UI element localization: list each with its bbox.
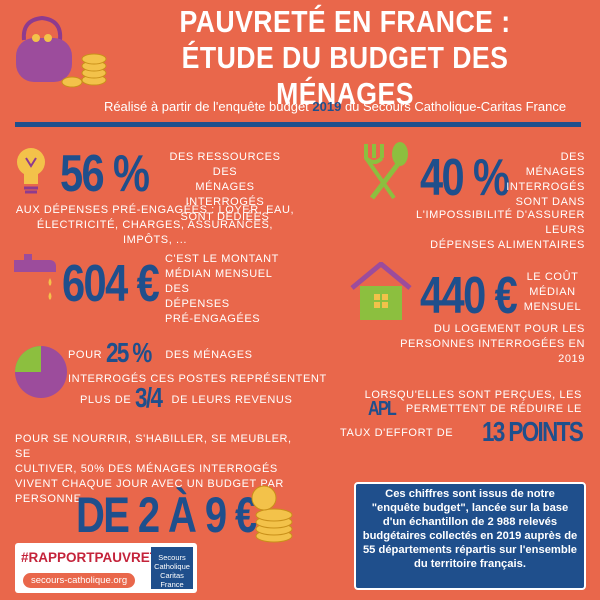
stat-text: C'EST LE MONTANT MÉDIAN MENSUEL DES DÉPENS…	[165, 252, 295, 327]
stat-figure: 56 %	[60, 145, 150, 203]
text-line: MENSUEL	[523, 301, 582, 313]
footer: #RAPPORTPAUVRETÉ secours-catholique.org …	[15, 543, 197, 593]
stat-figure: 3/4	[134, 382, 163, 413]
stat-text: POUR	[68, 349, 103, 361]
stat-text: INTERROGÉS CES POSTES REPRÉSENTENT	[68, 373, 327, 385]
subtitle-text: du Secours Catholique-Caritas France	[341, 99, 567, 114]
text-line: VIVENT CHAQUE JOUR AVEC UN BUDGET PAR	[15, 478, 284, 490]
stat-text: PLUS DE	[80, 394, 132, 406]
text-line: CULTIVER, 50% DES MÉNAGES INTERROGÉS	[15, 463, 278, 475]
text-line: C'EST LE MONTANT	[165, 253, 279, 265]
title-line: ÉTUDE DU BUDGET DES MÉNAGES	[181, 40, 509, 111]
purse-icon	[16, 15, 107, 88]
text-line: MÉDIAN MENSUEL DES	[165, 268, 273, 295]
faucet-icon	[14, 254, 56, 300]
text-line: DÉPENSES ALIMENTAIRES	[430, 239, 585, 251]
text-line: ÉLECTRICITÉ, CHARGES, ASSURANCES, IMPÔTS…	[36, 219, 274, 246]
divider	[15, 122, 581, 127]
stat-line: TAUX D'EFFORT DE 13 POINTS	[330, 416, 584, 447]
stat-figure: 40 %	[420, 149, 510, 207]
stat-text: PERMETTENT DE RÉDUIRE LE	[405, 403, 582, 415]
text-line: INTERROGÉS	[506, 181, 585, 193]
stat-text: L'IMPOSSIBILITÉ D'ASSURER LEURS DÉPENSES …	[380, 208, 585, 253]
stat-text: TAUX D'EFFORT DE	[340, 427, 454, 439]
text-line: DU LOGEMENT POUR LES	[433, 323, 585, 335]
text-line: DÉPENSES	[165, 298, 230, 310]
text-line: PERSONNES INTERROGÉES EN 2019	[400, 338, 585, 365]
text-line: SONT DANS	[515, 196, 585, 208]
stat-text: LE COÛT MÉDIAN MENSUEL	[520, 270, 585, 315]
stat-text: AUX DÉPENSES PRÉ-ENGAGÉES : LOYER, EAU, É…	[15, 203, 295, 248]
stat-text: DE LEURS REVENUS	[171, 394, 293, 406]
text-line: Catholique	[154, 562, 190, 571]
hashtag: #RAPPORTPAUVRETÉ	[21, 550, 168, 565]
logo: Secours Catholique Caritas France	[151, 547, 193, 589]
text-line: DES MÉNAGES	[525, 151, 585, 178]
coins-icon	[251, 485, 293, 543]
stat-text: DES MÉNAGES	[165, 349, 253, 361]
stat-figure: 13 POINTS	[481, 416, 584, 447]
text-line: MÉNAGES INTERROGÉS	[185, 181, 265, 208]
text-line: Secours	[158, 553, 186, 562]
stat-text: LORSQU'ELLES SONT PERÇUES, LES	[364, 389, 582, 401]
text-line: AUX DÉPENSES PRÉ-ENGAGÉES : LOYER, EAU,	[15, 204, 295, 216]
title-line: PAUVRETÉ EN FRANCE :	[179, 4, 511, 39]
stat-figure: APL	[368, 398, 397, 420]
stat-line: POUR 25 % DES MÉNAGES	[68, 337, 253, 368]
text-line: PRÉ-ENGAGÉES	[165, 313, 261, 325]
stat-text: POUR SE NOURRIR, S'HABILLER, SE MEUBLER,…	[15, 432, 295, 507]
text-line: L'IMPOSSIBILITÉ D'ASSURER LEURS	[416, 209, 585, 236]
subtitle: Réalisé à partir de l'enquête budget 201…	[100, 99, 570, 114]
note-box: Ces chiffres sont issus de notre "enquêt…	[354, 482, 586, 590]
house-icon	[350, 262, 412, 320]
text-line: PERSONNE	[15, 493, 82, 505]
stat-figure: 440 €	[420, 267, 518, 325]
stat-line: PLUS DE 3/4 DE LEURS REVENUS	[80, 382, 293, 413]
stat-figure: DE 2 À 9 €	[76, 487, 257, 543]
stat-line: APL PERMETTENT DE RÉDUIRE LE	[350, 398, 582, 420]
stat-figure: 25 %	[105, 337, 152, 368]
url: secours-catholique.org	[23, 573, 136, 588]
pie-icon	[15, 346, 67, 398]
cutlery-icon	[364, 142, 408, 200]
text-line: POUR SE NOURRIR, S'HABILLER, SE MEUBLER,…	[15, 433, 292, 460]
stat-text: DU LOGEMENT POUR LES PERSONNES INTERROGÉE…	[380, 322, 585, 367]
text-line: SONT DÉDIÉES	[180, 211, 270, 223]
text-line: DES RESSOURCES DES	[169, 151, 281, 178]
subtitle-text: Réalisé à partir de l'enquête budget	[103, 99, 313, 114]
bulb-icon	[17, 148, 45, 194]
title: PAUVRETÉ EN FRANCE : ÉTUDE DU BUDGET DES …	[134, 4, 555, 112]
stat-text: DES RESSOURCES DES MÉNAGES INTERROGÉS SONT…	[160, 150, 290, 225]
text-line: Caritas France	[160, 571, 184, 589]
stat-figure: 604 €	[62, 255, 160, 313]
stat-text: DES MÉNAGES INTERROGÉS SONT DANS	[500, 150, 585, 210]
subtitle-year: 2019	[312, 99, 342, 114]
text-line: MÉDIAN	[529, 286, 576, 298]
text-line: LE COÛT	[526, 271, 579, 283]
